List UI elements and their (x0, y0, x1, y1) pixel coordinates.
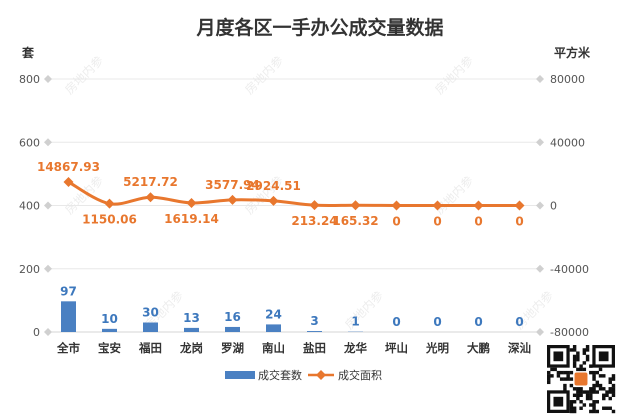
bar-value-label: 30 (142, 306, 159, 320)
category-label: 坪山 (385, 341, 408, 355)
category-label: 罗湖 (221, 341, 244, 355)
right-tick-marker (536, 201, 544, 210)
right-tick-marker (536, 75, 544, 83)
legend-line-marker (316, 370, 326, 380)
axis-ticks: 0 200 400 600 800 -80000 -40000 0 40000 80000 (19, 73, 589, 339)
left-tick-label: 0 (33, 326, 40, 339)
line-marker (350, 200, 361, 211)
left-tick-label: 600 (19, 136, 40, 149)
right-tick-label: 0 (550, 200, 557, 213)
legend-line-label: 成交面积 (338, 368, 382, 382)
category-label: 龙华 (343, 341, 367, 355)
line-series: 14867.93 1150.06 5217.72 1619.14 3577.942924… (37, 160, 525, 229)
line-value-label: 213.24 (291, 214, 337, 228)
watermark-text: 房地内参 (62, 53, 107, 98)
line-value-label: 1619.14 (164, 212, 219, 226)
bar-value-label: 13 (183, 311, 200, 325)
watermark-text: 房地内参 (432, 173, 477, 218)
bar-value-label: 3 (310, 314, 318, 328)
legend-bar-label: 成交套数 (258, 368, 302, 382)
left-tick-marker (44, 138, 52, 147)
bar-value-label: 24 (265, 307, 282, 321)
left-tick-label: 400 (19, 200, 40, 213)
right-tick-marker (536, 264, 544, 273)
line-marker (227, 194, 238, 205)
right-axis-unit: 平方米 (554, 45, 591, 60)
line-value-label: 0 (433, 215, 441, 229)
line-marker (391, 200, 402, 211)
line-marker (268, 195, 279, 206)
legend: 成交套数 成交面积 (225, 368, 382, 382)
right-tick-label: -40000 (550, 263, 589, 276)
category-label: 大鹏 (467, 341, 490, 355)
bar-value-label: 0 (392, 315, 400, 329)
left-axis-unit: 套 (21, 45, 35, 60)
line-value-label: 0 (515, 215, 523, 229)
category-label: 全市 (56, 341, 80, 355)
watermark-text: 房地内参 (432, 53, 477, 98)
line-marker (186, 197, 197, 208)
left-tick-label: 800 (19, 73, 40, 86)
bar (307, 331, 322, 332)
bar (184, 327, 199, 332)
left-tick-marker (44, 75, 52, 83)
bar-value-label: 0 (433, 315, 441, 329)
line-marker (145, 192, 156, 203)
line-value-label: 0 (474, 215, 482, 229)
category-label: 南山 (262, 341, 285, 355)
right-tick-label: -80000 (550, 326, 589, 339)
line-value-label: 0 (392, 215, 400, 229)
watermark-text: 房地内参 (242, 53, 287, 98)
category-labels: 全市 宝安 福田 龙岗 罗湖 南山 盐田 龙华 坪山 光明 大鹏 深汕 (56, 341, 531, 355)
category-label: 宝安 (98, 341, 121, 355)
line-marker (104, 198, 115, 209)
line-value-label: 5217.72 (123, 175, 178, 189)
line-marker (473, 200, 484, 211)
right-tick-label: 80000 (550, 73, 585, 86)
category-label: 盐田 (303, 341, 326, 355)
left-tick-label: 200 (19, 263, 40, 276)
category-label: 光明 (425, 341, 449, 355)
left-tick-marker (44, 328, 52, 336)
line-marker (514, 200, 525, 211)
left-tick-marker (44, 264, 52, 273)
bar-value-label: 10 (101, 312, 118, 326)
bar-value-label: 0 (474, 315, 482, 329)
bar (225, 326, 240, 332)
bar-value-label: 16 (224, 310, 241, 324)
left-tick-marker (44, 201, 52, 210)
line-value-label: 14867.93 (37, 160, 100, 174)
qr-code (547, 345, 616, 414)
bar (143, 322, 158, 332)
bar (102, 328, 117, 332)
watermark-text: 房地内参 (342, 288, 387, 333)
bar-value-label: 97 (60, 284, 77, 298)
line-marker (63, 176, 74, 187)
bar (61, 301, 76, 332)
bar-value-label: 1 (351, 315, 359, 329)
line-value-label: 3577.94 (205, 178, 260, 192)
line-marker (432, 200, 443, 211)
qr-logo (574, 372, 588, 386)
line-value-label: 165.32 (332, 214, 378, 228)
category-label: 龙岗 (179, 341, 203, 355)
line-value-label: 1150.06 (82, 213, 137, 227)
line-value-label: 2924.51 (246, 179, 301, 193)
right-tick-marker (536, 328, 544, 336)
chart-title: 月度各区一手办公成交量数据 (195, 16, 443, 39)
category-label: 福田 (138, 341, 162, 355)
line-marker (309, 200, 320, 211)
bar-value-label: 0 (515, 315, 523, 329)
legend-bar-swatch (225, 371, 255, 379)
category-label: 深汕 (508, 341, 531, 355)
right-tick-label: 40000 (550, 136, 585, 149)
right-tick-marker (536, 138, 544, 147)
bar (266, 324, 281, 332)
